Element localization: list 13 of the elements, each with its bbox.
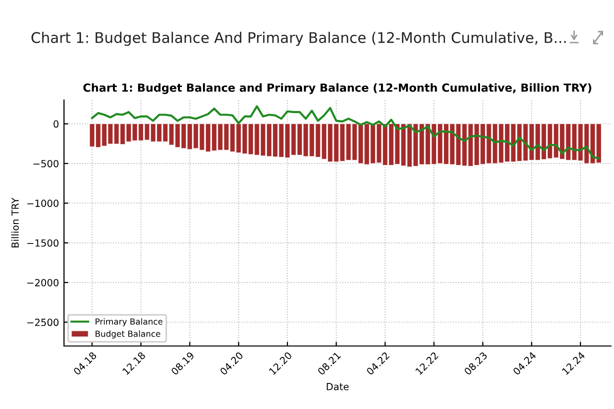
y-tick-label: −2000 xyxy=(27,278,58,286)
caption: Chart 1: Budget Balance And Primary Balance (12-Month Cumulative, B... xyxy=(32,32,566,46)
x-axis-title: Date xyxy=(326,383,349,390)
legend-label: Primary Balance xyxy=(96,318,162,326)
legend-label: Budget Balance xyxy=(96,330,160,338)
y-tick-label: −500 xyxy=(33,160,58,168)
chart-title: Chart 1: Budget Balance and Primary Balance (12-Month Cumulative, Billion TRY) xyxy=(83,83,592,94)
y-tick-label: −2500 xyxy=(27,318,58,326)
line-series xyxy=(91,105,600,160)
y-tick-label: −1000 xyxy=(27,200,58,207)
y-axis-title: Billion TRY xyxy=(11,198,19,248)
y-tick-label: −1500 xyxy=(27,239,58,247)
y-tick-label: 0 xyxy=(54,120,58,128)
